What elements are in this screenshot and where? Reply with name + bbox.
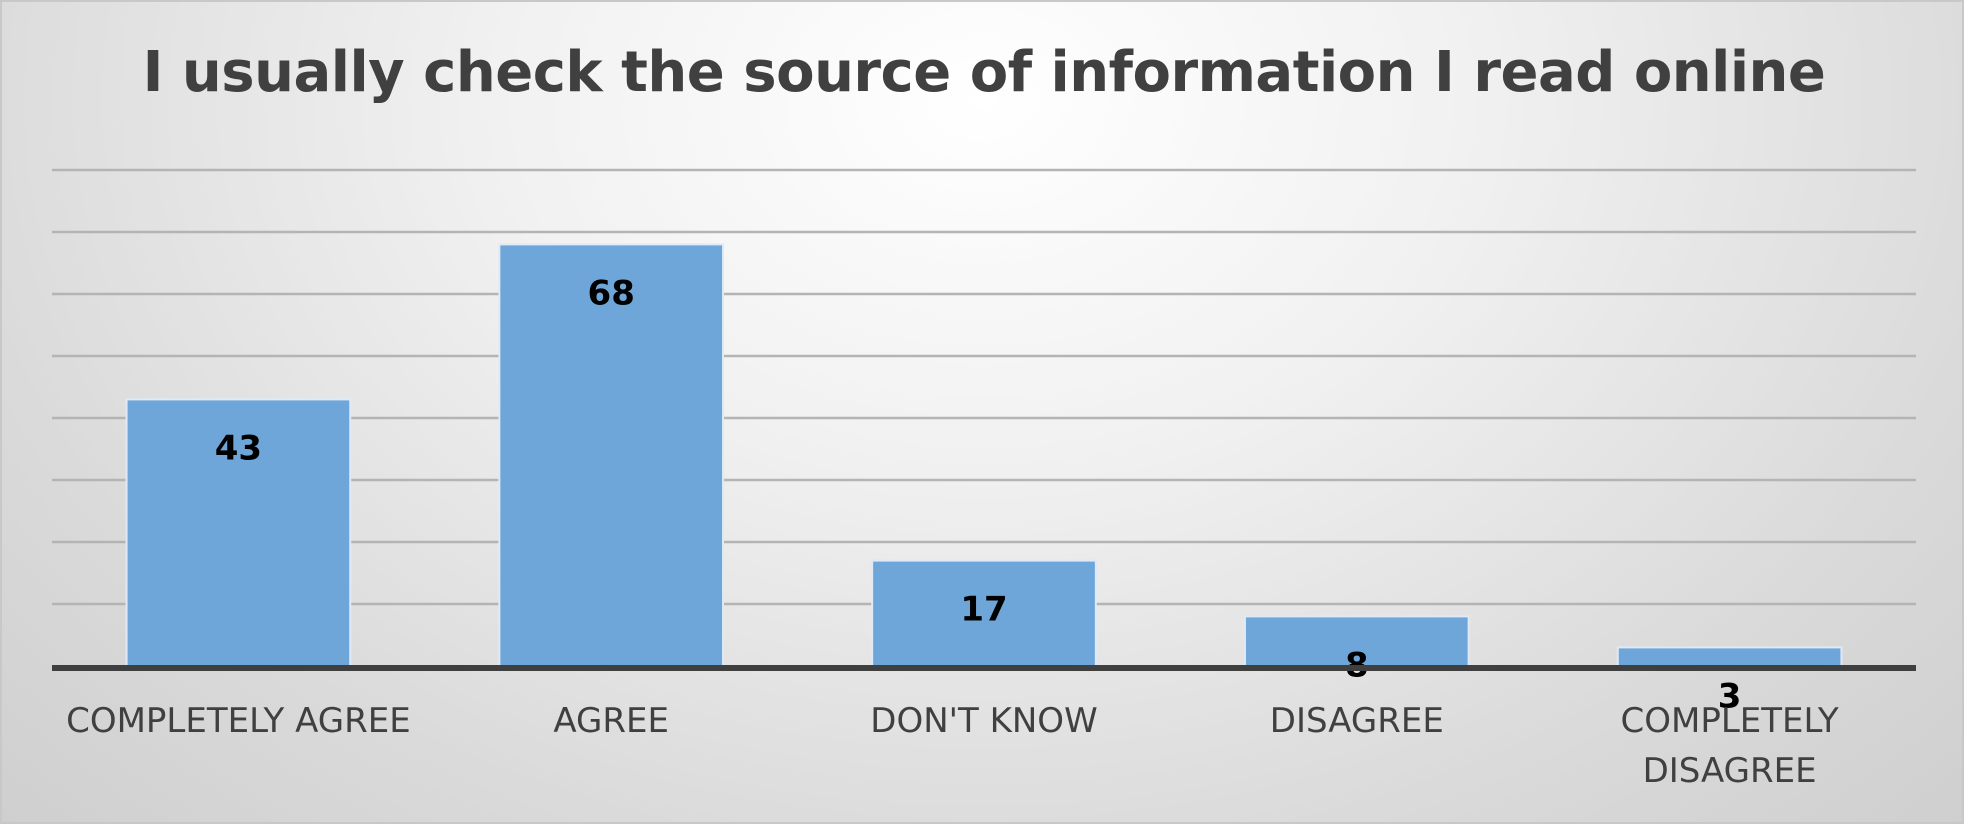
bar	[125, 398, 352, 667]
chart-title: I usually check the source of informatio…	[142, 40, 1826, 105]
bars	[125, 243, 1843, 668]
category-label: DISAGREE	[1270, 701, 1444, 741]
bar	[498, 243, 725, 667]
bar	[1616, 646, 1843, 668]
bar	[1243, 615, 1470, 668]
data-label: 17	[960, 590, 1007, 630]
category-label: COMPLETELY AGREE	[66, 701, 411, 741]
data-label: 68	[588, 273, 635, 313]
data-label: 3	[1718, 676, 1742, 716]
category-labels: COMPLETELY AGREE AGREE DON'T KNOW DISAGREE C…	[66, 701, 1839, 791]
category-label: COMPLETELY DISAGREE	[1620, 701, 1838, 791]
data-labels: 43681783	[215, 273, 1742, 716]
category-label: AGREE	[553, 701, 669, 741]
gridlines	[52, 168, 1916, 606]
data-label: 43	[215, 428, 262, 468]
bar	[871, 559, 1097, 667]
category-label: DON'T KNOW	[870, 701, 1097, 741]
